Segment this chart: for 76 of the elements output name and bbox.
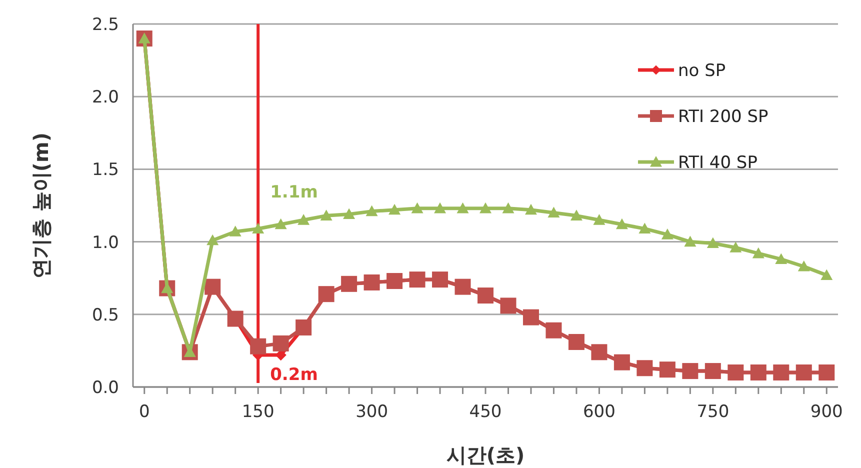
point [775, 253, 788, 264]
point [434, 202, 446, 214]
point [320, 210, 332, 220]
point [548, 206, 560, 218]
point [661, 228, 674, 240]
point [432, 272, 448, 288]
point [750, 364, 766, 380]
x-tick-label: 750 [696, 402, 730, 422]
point [409, 272, 426, 288]
point [568, 334, 584, 350]
point [229, 226, 242, 236]
point [752, 247, 764, 258]
point [388, 204, 401, 215]
annotation: 1.1m [270, 182, 318, 202]
point [272, 335, 289, 352]
point [206, 234, 219, 246]
x-tick-label: 150 [242, 402, 274, 422]
y-tick-label: 0.5 [92, 305, 119, 326]
x-tick-label: 600 [582, 402, 616, 422]
point [296, 319, 312, 336]
point [730, 242, 742, 252]
point [546, 322, 562, 338]
point [480, 202, 492, 214]
x-tick-label: 450 [469, 402, 502, 422]
point [773, 364, 790, 380]
point [478, 288, 494, 304]
point [659, 362, 676, 378]
point [524, 204, 537, 215]
point [796, 364, 812, 380]
point [820, 269, 833, 280]
point [522, 309, 539, 326]
point [591, 344, 608, 360]
annotation: 0.2m [270, 364, 318, 385]
point [204, 278, 221, 295]
point [682, 363, 698, 380]
legend-label: RTI 40 SP [678, 153, 758, 173]
point [343, 208, 356, 220]
y-tick-label: 2.5 [92, 15, 119, 35]
point [684, 236, 696, 247]
x-tick-label: 900 [810, 402, 843, 422]
point [593, 214, 606, 225]
point [798, 260, 810, 272]
x-axis-title: 시간(초) [446, 443, 525, 467]
point [636, 360, 653, 376]
point [227, 310, 244, 327]
point [411, 202, 424, 214]
x-tick-label: 300 [356, 402, 388, 422]
point [638, 222, 651, 234]
point [250, 338, 266, 354]
point [298, 214, 310, 225]
y-axis-title: 연기층 높이(m) [29, 132, 53, 279]
point [704, 363, 721, 380]
point [570, 210, 582, 220]
point [500, 298, 516, 314]
point [614, 354, 630, 370]
legend-label: RTI 200 SP [678, 107, 768, 127]
point [318, 286, 334, 302]
point [728, 364, 744, 380]
point [386, 273, 403, 290]
point [818, 364, 835, 380]
point [454, 278, 471, 295]
point [274, 218, 287, 230]
y-tick-label: 1.5 [92, 160, 119, 180]
x-tick-label: 0 [138, 402, 150, 422]
y-tick-label: 0.0 [92, 378, 119, 398]
y-tick-label: 2.0 [92, 88, 119, 108]
point [252, 222, 264, 234]
point [456, 202, 469, 214]
point [616, 218, 628, 230]
point [364, 274, 380, 290]
point [502, 202, 514, 214]
point [366, 205, 378, 216]
point [341, 276, 358, 292]
y-tick-label: 1.0 [92, 232, 119, 253]
legend-label: no SP [678, 61, 726, 81]
point [706, 237, 719, 248]
